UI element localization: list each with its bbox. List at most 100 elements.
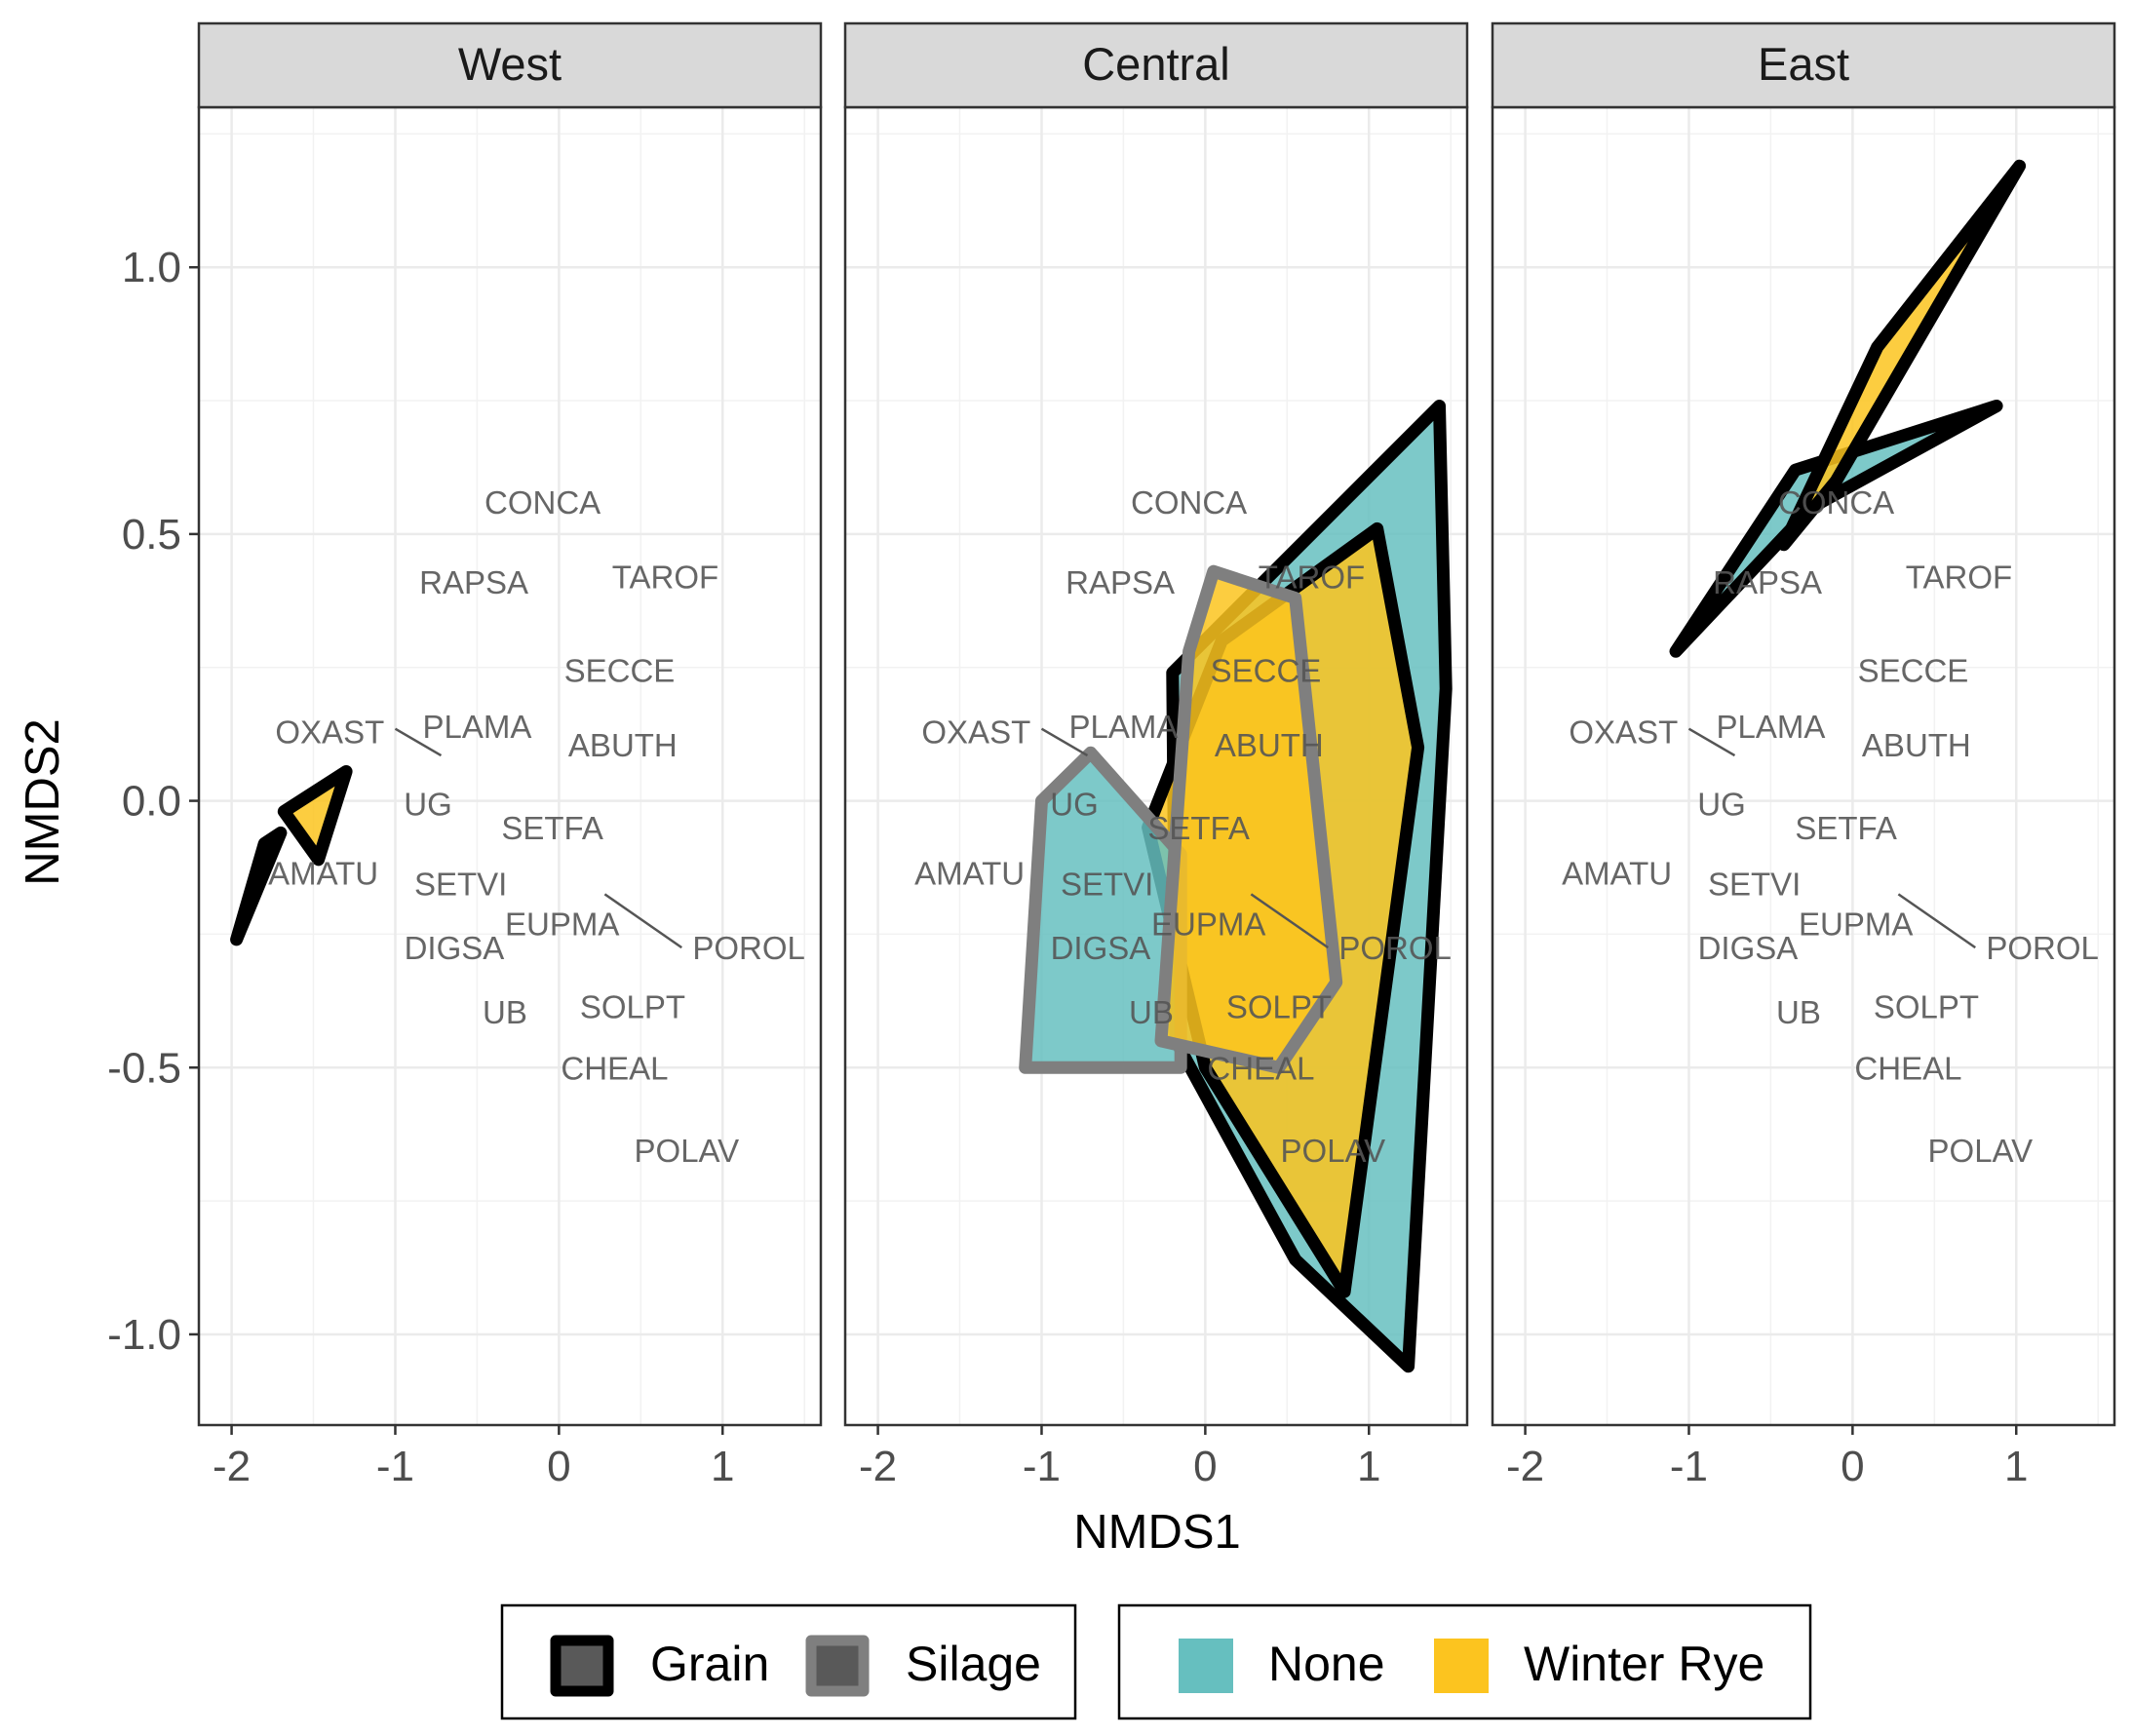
hull-silage-none xyxy=(1019,746,1187,1074)
x-tick-label: -2 xyxy=(859,1443,897,1490)
y-tick-label: 1.0 xyxy=(122,244,181,291)
species-label-segment xyxy=(1687,727,1736,757)
hull-silage-winter-rye xyxy=(1154,564,1343,1074)
facet-strip xyxy=(843,21,1469,109)
species-label-oxast: OXAST xyxy=(921,714,1030,750)
y-tick-label: 0.0 xyxy=(122,778,181,826)
y-tick-label: 0.5 xyxy=(122,511,181,559)
species-label-tarof: TAROF xyxy=(612,559,718,596)
legend-label-grain: Grain xyxy=(650,1637,769,1691)
species-label-amatu: AMATU xyxy=(1562,855,1672,891)
species-label-segment xyxy=(603,893,683,949)
hull-grain-none xyxy=(230,826,288,946)
x-tick-label: -1 xyxy=(1023,1443,1061,1490)
species-label-polav: POLAV xyxy=(635,1133,740,1169)
species-label-abuth: ABUTH xyxy=(1862,727,1971,763)
species-label-segment xyxy=(394,727,443,757)
x-tick-label: 0 xyxy=(547,1443,570,1490)
legend-label-none: None xyxy=(1268,1637,1385,1691)
species-label-conca: CONCA xyxy=(1131,484,1247,521)
x-tick-label: -1 xyxy=(1670,1443,1708,1490)
species-label-cheal: CHEAL xyxy=(1854,1050,1961,1086)
axes: -2 -1 0 1 -2 -1 0 1 -2 -1 0 1 1.0 0.5 0.0 -0.5 -1.0 xyxy=(107,244,2028,1490)
species-label-cheal: CHEAL xyxy=(561,1050,668,1086)
species-label-porol: POROL xyxy=(1338,930,1452,966)
species-label-conca: CONCA xyxy=(485,484,601,521)
species-label-plama: PLAMA xyxy=(1716,709,1825,745)
facet-strip-label: Central xyxy=(1082,38,1230,90)
species-label-ub: UB xyxy=(1129,994,1174,1030)
x-tick-label: -1 xyxy=(376,1443,414,1490)
legend: Grain Silage None Winter Rye xyxy=(500,1603,1812,1720)
facet-panels: CONCA RAPSA TAROF SECCE OXAST PLAMA ABUTH UG SET… xyxy=(197,21,2116,1427)
species-label-eupma: EUPMA xyxy=(505,906,619,942)
hull-grain-none xyxy=(1669,400,2003,658)
species-label-eupma: EUPMA xyxy=(1151,906,1265,942)
x-tick-label: 0 xyxy=(1841,1443,1864,1490)
species-label-polav: POLAV xyxy=(1928,1133,2034,1169)
facet-panel-east: CONCA RAPSA TAROF SECCE OXAST PLAMA ABUTH UG SET… xyxy=(1491,21,2116,1427)
species-label-abuth: ABUTH xyxy=(1215,727,1324,763)
x-tick-label: -2 xyxy=(213,1443,251,1490)
y-axis-label: NMDS2 xyxy=(17,718,69,886)
species-label-tarof: TAROF xyxy=(1259,559,1365,596)
legend-label-silage: Silage xyxy=(906,1637,1041,1691)
facet-strip xyxy=(1491,21,2116,109)
species-label-setvi: SETVI xyxy=(1708,866,1801,902)
species-label-ug: UG xyxy=(1050,786,1099,822)
species-label-porol: POROL xyxy=(1986,930,2099,966)
species-label-secce: SECCE xyxy=(1858,652,1969,688)
legend-key-winter-rye xyxy=(1434,1639,1489,1693)
species-label-setvi: SETVI xyxy=(414,866,507,902)
x-tick-label: 1 xyxy=(2004,1443,2028,1490)
species-label-plama: PLAMA xyxy=(1068,709,1178,745)
species-label-amatu: AMATU xyxy=(268,855,378,891)
y-tick-label: -0.5 xyxy=(107,1044,181,1092)
panel-background xyxy=(1492,107,2114,1425)
facet-panel-west: CONCA RAPSA TAROF SECCE OXAST PLAMA ABUTH UG SET… xyxy=(197,21,823,1427)
species-label-cheal: CHEAL xyxy=(1207,1050,1314,1086)
legend-key-none xyxy=(1179,1639,1233,1693)
species-label-solpt: SOLPT xyxy=(580,988,685,1024)
facet-strip-label: East xyxy=(1758,38,1849,90)
x-tick-label: 1 xyxy=(711,1443,734,1490)
species-label-porol: POROL xyxy=(692,930,805,966)
species-label-setfa: SETFA xyxy=(1795,810,1897,846)
x-tick-label: -2 xyxy=(1506,1443,1544,1490)
species-label-polav: POLAV xyxy=(1281,1133,1386,1169)
facet-panel-central: CONCA RAPSA TAROF SECCE OXAST PLAMA ABUTH UG SET… xyxy=(843,21,1469,1427)
species-label-rapsa: RAPSA xyxy=(419,564,528,600)
legend-box-cover: None Winter Rye xyxy=(1117,1603,1812,1720)
species-label-ub: UB xyxy=(483,994,527,1030)
species-label-oxast: OXAST xyxy=(1569,714,1678,750)
legend-key-grain xyxy=(550,1635,614,1697)
species-label-abuth: ABUTH xyxy=(568,727,678,763)
species-label-eupma: EUPMA xyxy=(1799,906,1913,942)
species-label-solpt: SOLPT xyxy=(1226,988,1332,1024)
species-label-setvi: SETVI xyxy=(1061,866,1153,902)
species-label-amatu: AMATU xyxy=(914,855,1025,891)
species-label-setfa: SETFA xyxy=(1147,810,1250,846)
species-label-segment xyxy=(1897,893,1977,949)
species-label-solpt: SOLPT xyxy=(1874,988,1979,1024)
legend-label-winter-rye: Winter Rye xyxy=(1524,1637,1764,1691)
facet-strip xyxy=(197,21,823,109)
x-tick-label: 1 xyxy=(1357,1443,1380,1490)
legend-key-silage xyxy=(805,1635,870,1697)
species-label-digsa: DIGSA xyxy=(405,930,505,966)
species-label-segment xyxy=(1040,727,1089,757)
x-tick-label: 0 xyxy=(1193,1443,1217,1490)
species-label-tarof: TAROF xyxy=(1906,559,2012,596)
legend-box-system: Grain Silage xyxy=(500,1603,1077,1720)
species-label-rapsa: RAPSA xyxy=(1066,564,1175,600)
species-label-segment xyxy=(1250,893,1330,949)
hull-grain-winter-rye xyxy=(1777,159,2027,552)
species-label-ug: UG xyxy=(404,786,452,822)
species-label-conca: CONCA xyxy=(1778,484,1894,521)
species-label-ub: UB xyxy=(1776,994,1821,1030)
species-label-rapsa: RAPSA xyxy=(1713,564,1822,600)
species-label-digsa: DIGSA xyxy=(1698,930,1799,966)
species-label-oxast: OXAST xyxy=(275,714,384,750)
species-label-digsa: DIGSA xyxy=(1051,930,1151,966)
